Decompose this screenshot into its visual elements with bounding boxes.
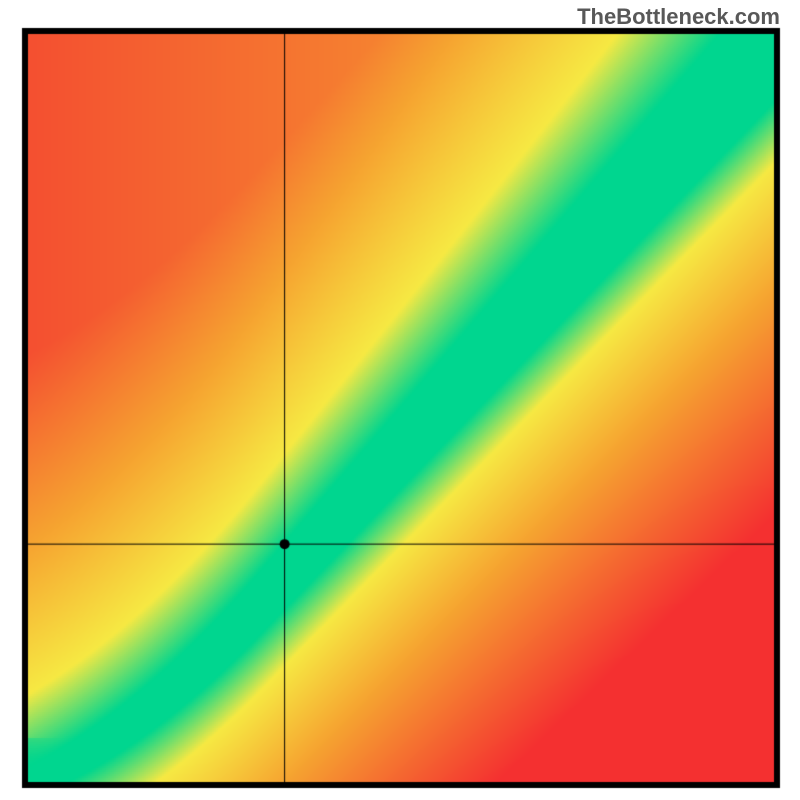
chart-container: TheBottleneck.com <box>0 0 800 800</box>
bottleneck-heatmap <box>0 0 800 800</box>
watermark-text: TheBottleneck.com <box>577 4 780 30</box>
